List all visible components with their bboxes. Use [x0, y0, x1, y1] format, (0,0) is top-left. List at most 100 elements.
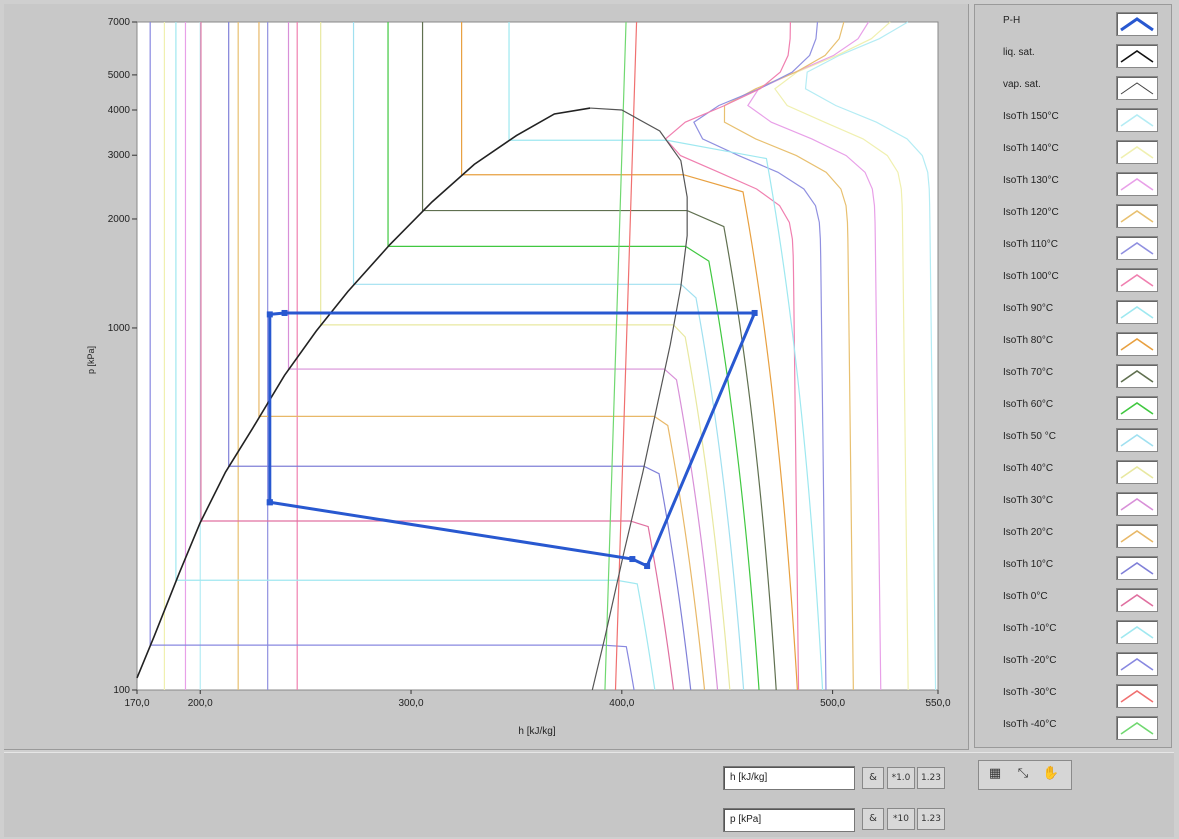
legend-line — [1120, 562, 1154, 575]
liquid-saturation-line — [136, 107, 591, 679]
legend-swatch — [1116, 268, 1158, 292]
isotherm-supercritical — [664, 21, 800, 691]
legend-swatch — [1116, 108, 1158, 132]
legend-item[interactable]: IsoTh 130°C — [983, 169, 1163, 197]
y-format-button[interactable]: 1.23 — [917, 808, 945, 830]
y-scale-name: p [kPa] — [730, 814, 762, 825]
legend-item[interactable]: IsoTh 100°C — [983, 265, 1163, 293]
legend-line — [1120, 658, 1154, 671]
x-tick-label: 200,0 — [188, 698, 213, 709]
legend-swatch — [1116, 652, 1158, 676]
legend-item[interactable]: IsoTh 90°C — [983, 297, 1163, 325]
isotherm-supercritical — [804, 21, 937, 691]
legend-item[interactable]: IsoTh 10°C — [983, 553, 1163, 581]
graph-panel: 170,0 200,0 300,0 400,0 500,0 550,0 100 1000 200… — [4, 4, 969, 750]
isotherm-line — [461, 22, 798, 691]
x-lock-button[interactable]: & — [862, 767, 884, 789]
x-axis-label: h [kJ/kg] — [518, 726, 555, 737]
legend-item[interactable]: IsoTh 60°C — [983, 393, 1163, 421]
isotherm-supercritical — [747, 21, 882, 691]
cycle-point — [281, 309, 288, 316]
legend-item[interactable]: IsoTh 20°C — [983, 521, 1163, 549]
legend-item[interactable]: IsoTh 30°C — [983, 489, 1163, 517]
y-tick-label: 7000 — [108, 17, 131, 28]
legend-swatch — [1116, 684, 1158, 708]
legend-line — [1120, 466, 1154, 479]
y-lock-button[interactable]: & — [862, 808, 884, 830]
legend-item[interactable]: P-H — [983, 9, 1163, 37]
ph-diagram[interactable]: 170,0 200,0 300,0 400,0 500,0 550,0 100 1000 200… — [4, 4, 968, 749]
legend-label: IsoTh -40°C — [1003, 719, 1057, 730]
legend-item[interactable]: vap. sat. — [983, 73, 1163, 101]
legend-label: IsoTh 110°C — [1003, 239, 1058, 250]
legend-line — [1120, 50, 1154, 63]
legend-label: IsoTh 100°C — [1003, 271, 1059, 282]
legend-swatch — [1116, 396, 1158, 420]
legend-item[interactable]: IsoTh 0°C — [983, 585, 1163, 613]
legend-line — [1120, 402, 1154, 415]
legend-item[interactable]: IsoTh -10°C — [983, 617, 1163, 645]
legend-label: IsoTh -10°C — [1003, 623, 1057, 634]
legend-item[interactable]: IsoTh 110°C — [983, 233, 1163, 261]
legend-swatch — [1116, 332, 1158, 356]
isotherm-lines — [149, 21, 937, 691]
isotherm-line — [258, 22, 706, 691]
legend-line — [1120, 690, 1154, 703]
x-autoscale-button[interactable]: *1.0 — [887, 767, 915, 789]
legend-swatch — [1116, 12, 1158, 36]
legend-line — [1120, 242, 1154, 255]
legend-swatch — [1116, 556, 1158, 580]
legend-item[interactable]: IsoTh -40°C — [983, 713, 1163, 741]
legend-swatch — [1116, 460, 1158, 484]
x-tick-label: 170,0 — [124, 698, 149, 709]
legend-line — [1120, 274, 1154, 287]
legend-label: IsoTh 80°C — [1003, 335, 1054, 346]
y-scale-name-field[interactable]: p [kPa] — [723, 808, 855, 832]
legend-item[interactable]: IsoTh 80°C — [983, 329, 1163, 357]
legend-item[interactable]: IsoTh 70°C — [983, 361, 1163, 389]
legend-item[interactable]: IsoTh 50 °C — [983, 425, 1163, 453]
isotherm-line — [149, 22, 635, 691]
legend-item[interactable]: IsoTh -20°C — [983, 649, 1163, 677]
isotherm-line — [228, 22, 692, 691]
legend-label: IsoTh -30°C — [1003, 687, 1057, 698]
legend-swatch — [1116, 204, 1158, 228]
legend-item[interactable]: liq. sat. — [983, 41, 1163, 69]
legend-item[interactable]: IsoTh 140°C — [983, 137, 1163, 165]
x-scale-name-field[interactable]: h [kJ/kg] — [723, 766, 855, 790]
x-tick-label: 400,0 — [609, 698, 634, 709]
legend-label: P-H — [1003, 15, 1021, 26]
x-format-button[interactable]: 1.23 — [917, 767, 945, 789]
legend-label: IsoTh 70°C — [1003, 367, 1054, 378]
legend-label: IsoTh 20°C — [1003, 527, 1054, 538]
legend-line — [1120, 434, 1154, 447]
legend-line — [1120, 530, 1154, 543]
legend-label: IsoTh 0°C — [1003, 591, 1048, 602]
legend-swatch — [1116, 44, 1158, 68]
isotherm-line — [200, 22, 675, 691]
x-tick-label: 550,0 — [925, 698, 950, 709]
legend-item[interactable]: IsoTh 120°C — [983, 201, 1163, 229]
legend-item[interactable]: IsoTh 150°C — [983, 105, 1163, 133]
legend-label: IsoTh 60°C — [1003, 399, 1054, 410]
legend-item[interactable]: IsoTh 40°C — [983, 457, 1163, 485]
legend-label: IsoTh 150°C — [1003, 111, 1059, 122]
legend-swatch — [1116, 524, 1158, 548]
legend-label: IsoTh 10°C — [1003, 559, 1054, 570]
cycle-point — [266, 311, 273, 318]
isotherm-line — [614, 21, 638, 691]
legend-item[interactable]: IsoTh -30°C — [983, 681, 1163, 709]
y-autoscale-button[interactable]: *10 — [887, 808, 915, 830]
legend-line — [1120, 594, 1154, 607]
cursor-icon[interactable]: ▦ — [988, 766, 1002, 781]
legend-label: IsoTh 140°C — [1003, 143, 1059, 154]
legend-swatch — [1116, 300, 1158, 324]
zoom-icon[interactable]: ⤡ — [1017, 766, 1029, 781]
y-tick-label: 2000 — [108, 214, 131, 225]
legend-label: IsoTh 50 °C — [1003, 431, 1056, 442]
legend-swatch — [1116, 364, 1158, 388]
vapor-saturation-line — [590, 107, 688, 691]
legend-swatch — [1116, 716, 1158, 740]
legend-line — [1120, 306, 1154, 319]
pan-icon[interactable]: ✋ — [1042, 766, 1060, 781]
